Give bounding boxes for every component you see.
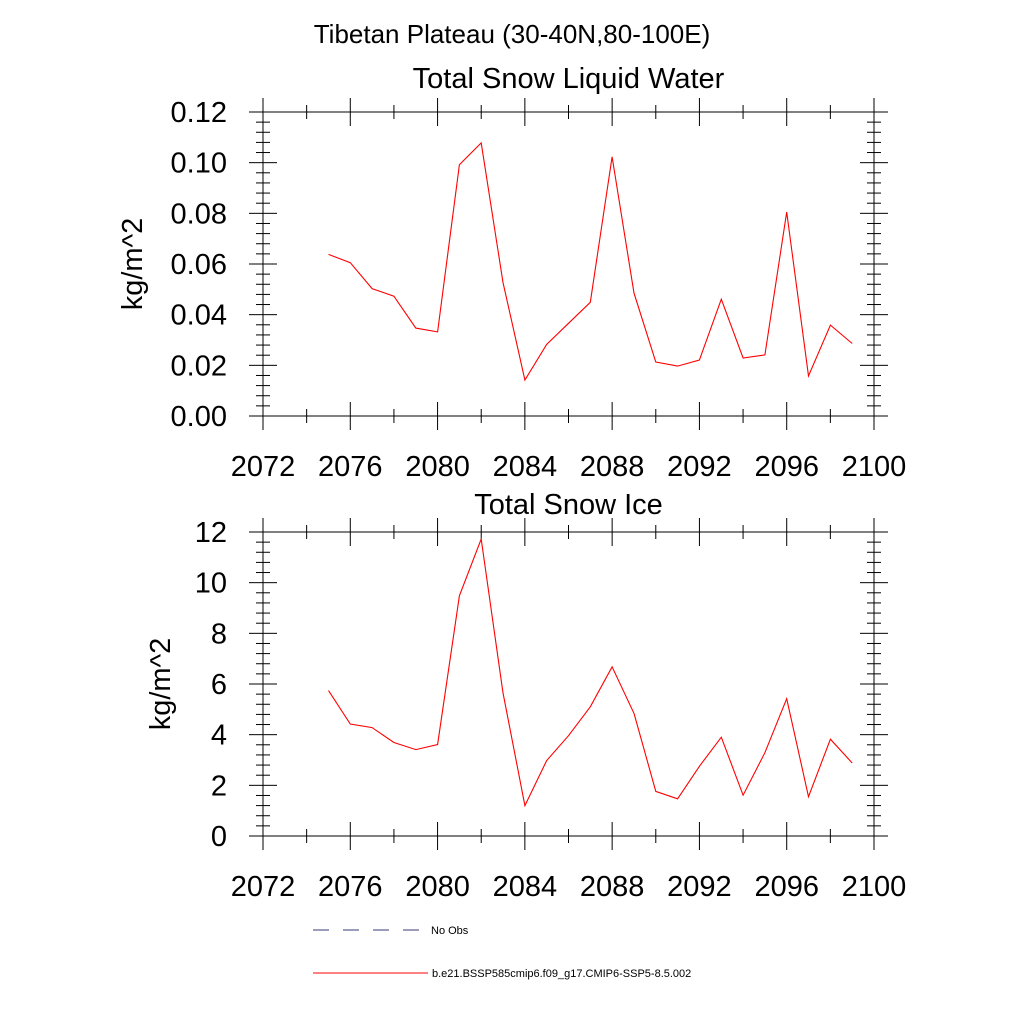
y-tick-label: 10 [195,568,227,600]
x-tick-label: 2096 [754,451,819,483]
x-tick-label: 2080 [405,871,470,903]
y-tick-label: 8 [211,618,227,650]
y-tick-label: 0.12 [171,97,227,129]
x-tick-label: 2072 [231,871,296,903]
y-axis-label: kg/m^2 [145,638,177,731]
figure-suptitle: Tibetan Plateau (30-40N,80-100E) [314,19,711,49]
chart-panel-1: Total Snow Liquid Water 2072 2076 2080 2084 2… [117,63,906,483]
x-tick-label: 2100 [842,871,907,903]
x-tick-label: 2092 [667,451,732,483]
y-tick-label: 0.00 [171,401,227,433]
y-tick-label: 0.08 [171,198,227,230]
x-tick-label: 2076 [318,871,383,903]
y-tick-label: 0.10 [171,148,227,180]
y-tick-label: 0.02 [171,350,227,382]
plot-frame [263,532,874,836]
y-axis-label: kg/m^2 [117,218,149,311]
chart-title: Total Snow Ice [474,489,663,521]
x-tick-label: 2092 [667,871,732,903]
series-line-1 [329,143,853,380]
x-tick-label: 2080 [405,451,470,483]
x-tick-label: 2088 [580,871,645,903]
x-tick-label: 2088 [580,451,645,483]
y-tick-label: 2 [211,770,227,802]
x-tick-label: 2072 [231,451,296,483]
y-tick-label: 4 [211,720,227,752]
y-tick-label: 12 [195,517,227,549]
x-tick-label: 2100 [842,451,907,483]
x-tick-label: 2084 [493,451,558,483]
series-line-1 [329,539,853,806]
x-tick-label: 2084 [493,871,558,903]
plot-frame [263,112,874,416]
x-tick-label: 2076 [318,451,383,483]
x-tick-label: 2096 [754,871,819,903]
y-tick-label: 0 [211,821,227,853]
legend: No Obs b.e21.BSSP585cmip6.f09_g17.CMIP6-S… [313,925,691,980]
y-tick-label: 0.06 [171,249,227,281]
legend-label-1: No Obs [431,925,469,937]
y-tick-label: 0.04 [171,300,227,332]
legend-label-2: b.e21.BSSP585cmip6.f09_g17.CMIP6-SSP5-8.… [432,968,691,980]
y-tick-label: 6 [211,669,227,701]
chart-title: Total Snow Liquid Water [413,63,725,95]
